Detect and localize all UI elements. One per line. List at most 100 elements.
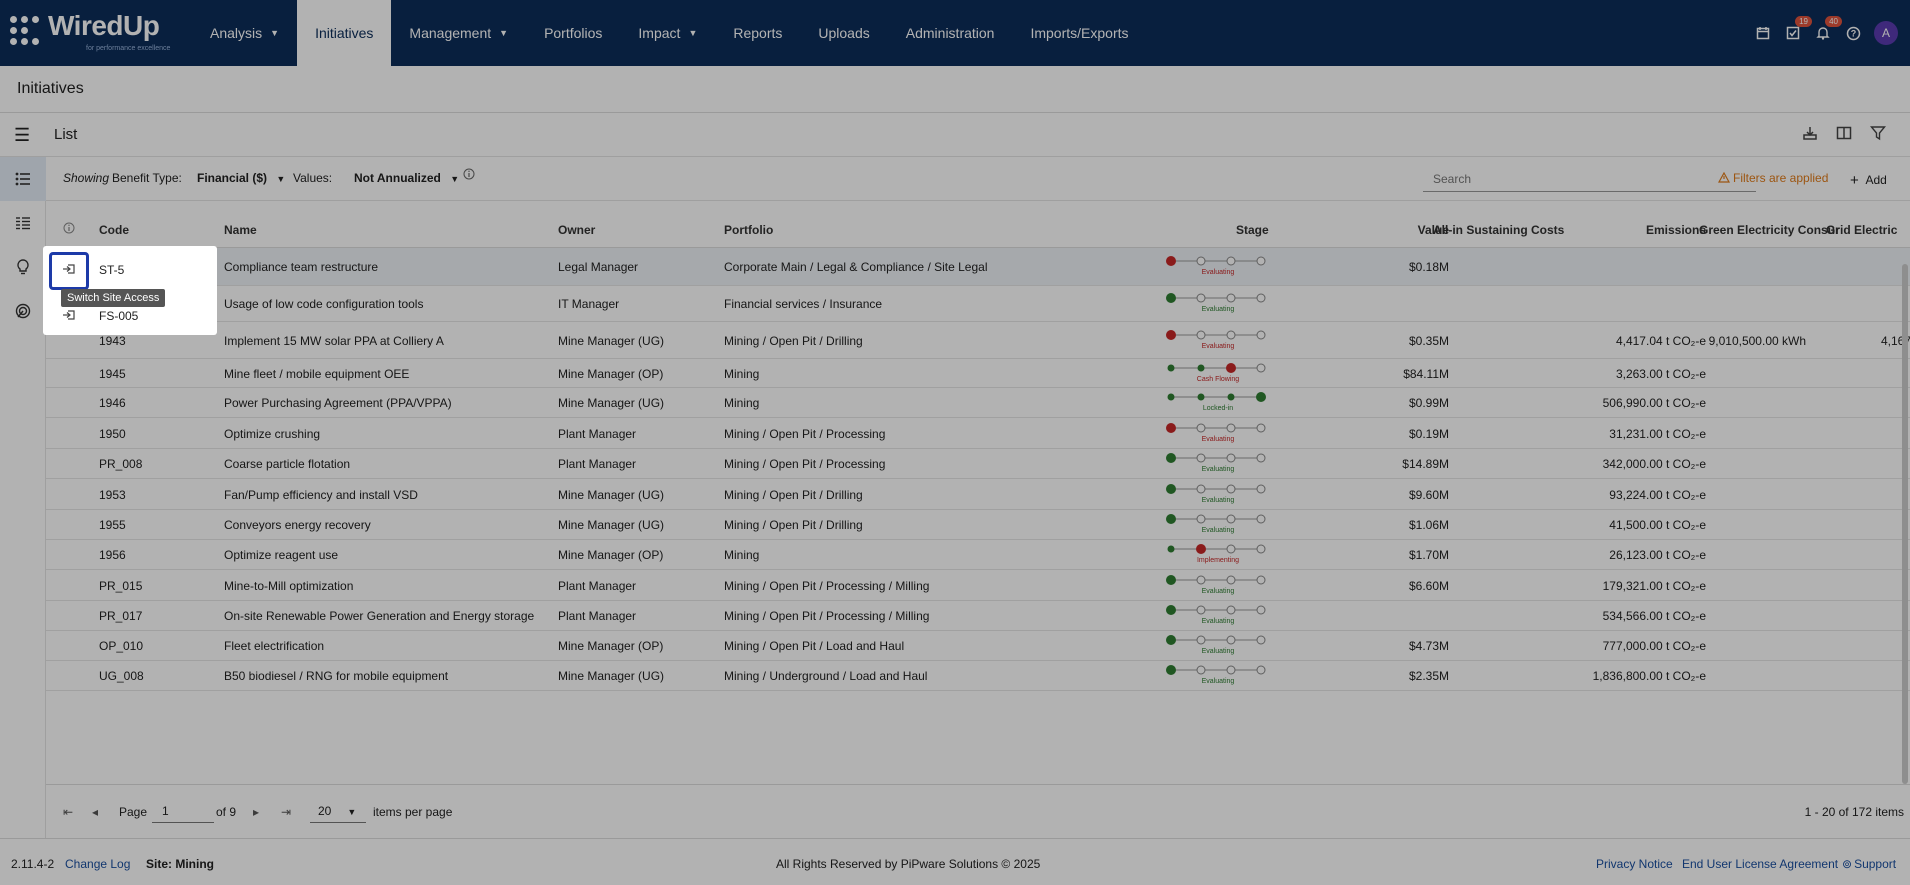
table-row[interactable]: 1953 Fan/Pump efficiency and install VSD M… [46,479,1910,510]
col-portfolio[interactable]: Portfolio [724,223,774,237]
support-link[interactable]: ⊚ Support [1842,857,1896,871]
benefit-type-select[interactable]: Financial ($) ▼ [197,171,285,185]
stage-node [1166,575,1176,585]
filters-applied-notice[interactable]: Filters are applied [1717,171,1828,185]
changelog-link[interactable]: Change Log [65,857,131,871]
cell-name[interactable]: Optimize crushing [224,427,321,441]
table-row[interactable]: 1956 Optimize reagent use Mine Manager (OP… [46,540,1910,570]
first-page-icon[interactable]: ⇤ [63,805,74,819]
table-row[interactable]: 1943 Implement 15 MW solar PPA at Collier… [46,322,1910,359]
stage-label: Evaluating [1201,678,1235,685]
table-row[interactable]: 1950 Optimize crushing Plant Manager Mining… [46,418,1910,449]
col-name[interactable]: Name [224,223,257,237]
cell-name[interactable]: Fan/Pump efficiency and install VSD [224,488,418,502]
nav-item-management[interactable]: Management ▼ [391,0,526,66]
table-row[interactable]: 1955 Conveyors energy recovery Mine Manage… [46,510,1910,540]
tasks-icon[interactable]: 19 [1784,16,1812,42]
cell-portfolio: Corporate Main / Legal & Compliance / Si… [724,260,988,274]
cell-name[interactable]: Conveyors energy recovery [224,518,371,532]
col-emissions[interactable]: Emissions [1645,223,1706,237]
col-code[interactable]: Code [99,223,129,237]
cell-name[interactable]: On-site Renewable Power Generation and E… [224,609,535,623]
stage-node [1256,484,1266,494]
stage-node [1196,635,1206,645]
top-icons: 19 40 ? A [1754,0,1898,66]
nav-item-initiatives[interactable]: Initiatives [297,0,392,66]
table-row[interactable]: FS-005 Usage of low code configuration to… [46,286,1910,322]
switch-site-icon[interactable] [62,309,76,324]
chevron-down-icon: ▼ [688,28,698,38]
detail-list-icon[interactable] [0,201,46,245]
wiredup-logo[interactable]: WiredUp for performance excellence [0,0,190,66]
table-row[interactable]: PR_015 Mine-to-Mill optimization Plant Man… [46,570,1910,601]
nav-item-administration[interactable]: Administration [888,0,1013,66]
nav-item-reports[interactable]: Reports [715,0,800,66]
cell-name[interactable]: Usage of low code configuration tools [224,297,424,311]
cell-green: 9,010,500.00 kWh [1708,334,1806,348]
values-select[interactable]: Not Annualized ▼ [354,171,459,185]
info-icon[interactable] [463,168,475,183]
logo-tagline: for performance excellence [86,45,171,52]
col-green-electricity[interactable]: Green Electricity Consur [1699,223,1840,237]
bell-icon[interactable]: 40 [1814,16,1842,42]
cell-portfolio: Mining / Open Pit / Processing [724,457,886,471]
menu-icon[interactable]: ☰ [14,125,31,145]
table-row[interactable]: PR_008 Coarse particle flotation Plant Man… [46,449,1910,479]
table-row[interactable]: ST-5 Compliance team restructure Legal Man… [46,248,1910,286]
cell-name[interactable]: Compliance team restructure [224,260,379,274]
stage-label: Evaluating [1201,269,1235,276]
vertical-scrollbar[interactable] [1902,264,1908,784]
table-row[interactable]: UG_008 B50 biodiesel / RNG for mobile equ… [46,661,1910,691]
export-icon[interactable] [1802,125,1818,146]
table-row[interactable]: OP_010 Fleet electrification Mine Manager … [46,631,1910,661]
values-value: Not Annualized [354,171,441,185]
cell-name[interactable]: Power Purchasing Agreement (PPA/VPPA) [224,396,452,410]
nav-item-label: Impact [638,25,681,41]
last-page-icon[interactable]: ⇥ [281,805,292,819]
nav-item-portfolios[interactable]: Portfolios [526,0,620,66]
col-sustaining[interactable]: All-in Sustaining Costs [1433,223,1565,237]
table-row[interactable]: PR_017 On-site Renewable Power Generation… [46,601,1910,631]
filter-icon[interactable] [1870,125,1886,146]
page-input[interactable]: 1 [152,797,214,823]
nav-item-uploads[interactable]: Uploads [800,0,887,66]
stage-indicator: Evaluating [1163,633,1273,659]
col-value[interactable]: Value [1417,223,1449,237]
nav-item-analysis[interactable]: Analysis ▼ [192,0,297,66]
col-stage[interactable]: Stage [1236,223,1269,237]
user-avatar[interactable]: A [1874,21,1898,45]
cell-name[interactable]: Mine fleet / mobile equipment OEE [224,367,410,381]
cell-name[interactable]: Implement 15 MW solar PPA at Colliery A [224,334,444,348]
table-row[interactable]: 1946 Power Purchasing Agreement (PPA/VPPA… [46,388,1910,418]
stage-node [1226,484,1236,494]
calendar-icon[interactable] [1754,24,1772,42]
nav-item-imports-exports[interactable]: Imports/Exports [1012,0,1146,66]
cell-portfolio: Mining / Open Pit / Processing / Milling [724,579,930,593]
cell-emissions: 93,224.00 t CO₂-e [1609,488,1706,502]
cell-owner: Mine Manager (UG) [558,488,665,502]
privacy-link[interactable]: Privacy Notice [1596,857,1673,871]
table-row[interactable]: 1945 Mine fleet / mobile equipment OEE Min… [46,359,1910,388]
lightbulb-icon[interactable] [0,245,46,289]
nav-item-impact[interactable]: Impact ▼ [620,0,715,66]
col-grid-electricity[interactable]: Grid Electric [1826,223,1898,237]
prev-page-icon[interactable]: ◂ [92,805,99,819]
header-info-icon[interactable] [63,222,75,237]
per-page-select[interactable]: 20 ▼ [310,797,366,823]
col-owner[interactable]: Owner [558,223,596,237]
cell-name[interactable]: Fleet electrification [224,639,325,653]
logo-dots-icon [10,16,42,48]
switch-site-icon[interactable] [62,263,76,278]
radar-icon[interactable] [0,289,46,333]
list-view-icon[interactable] [0,157,46,201]
add-button[interactable]: + Add [1850,171,1887,189]
next-page-icon[interactable]: ▸ [253,805,260,819]
cell-name[interactable]: Optimize reagent use [224,548,339,562]
help-icon[interactable]: ? [1844,24,1862,42]
cell-name[interactable]: Mine-to-Mill optimization [224,579,354,593]
search-input[interactable]: Search [1423,166,1756,192]
eula-link[interactable]: End User License Agreement [1682,857,1839,871]
cell-name[interactable]: Coarse particle flotation [224,457,351,471]
columns-icon[interactable] [1836,125,1852,146]
cell-name[interactable]: B50 biodiesel / RNG for mobile equipment [224,669,449,683]
